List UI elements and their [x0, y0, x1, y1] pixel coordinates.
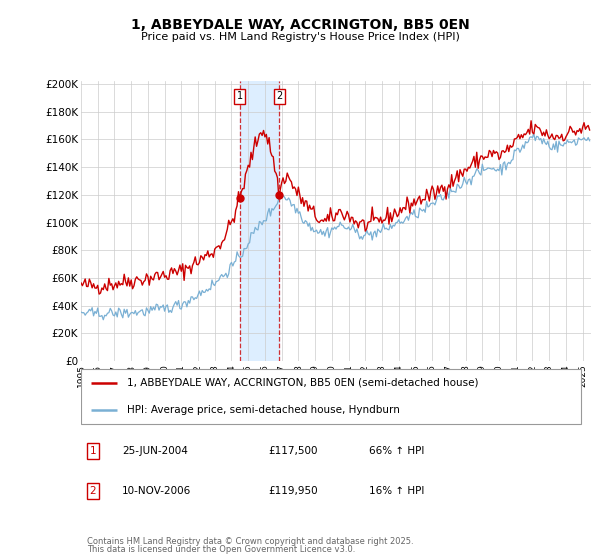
Text: 1, ABBEYDALE WAY, ACCRINGTON, BB5 0EN: 1, ABBEYDALE WAY, ACCRINGTON, BB5 0EN [131, 18, 469, 32]
Text: 1, ABBEYDALE WAY, ACCRINGTON, BB5 0EN (semi-detached house): 1, ABBEYDALE WAY, ACCRINGTON, BB5 0EN (s… [127, 377, 478, 388]
Text: 1: 1 [90, 446, 97, 456]
Text: 16% ↑ HPI: 16% ↑ HPI [369, 487, 425, 496]
FancyBboxPatch shape [81, 368, 581, 424]
Text: £119,950: £119,950 [268, 487, 318, 496]
Bar [239, 81, 280, 361]
Text: Contains HM Land Registry data © Crown copyright and database right 2025.: Contains HM Land Registry data © Crown c… [87, 537, 413, 547]
Text: 10-NOV-2006: 10-NOV-2006 [122, 487, 191, 496]
Text: 25-JUN-2004: 25-JUN-2004 [122, 446, 188, 456]
Text: £117,500: £117,500 [268, 446, 318, 456]
Text: 1: 1 [236, 91, 243, 101]
Text: This data is licensed under the Open Government Licence v3.0.: This data is licensed under the Open Gov… [87, 545, 355, 554]
Text: 2: 2 [276, 91, 283, 101]
Point [275, 190, 284, 199]
Text: HPI: Average price, semi-detached house, Hyndburn: HPI: Average price, semi-detached house,… [127, 405, 400, 415]
Text: 66% ↑ HPI: 66% ↑ HPI [369, 446, 425, 456]
Text: Price paid vs. HM Land Registry's House Price Index (HPI): Price paid vs. HM Land Registry's House … [140, 32, 460, 43]
Point [235, 194, 244, 203]
Text: 2: 2 [90, 487, 97, 496]
